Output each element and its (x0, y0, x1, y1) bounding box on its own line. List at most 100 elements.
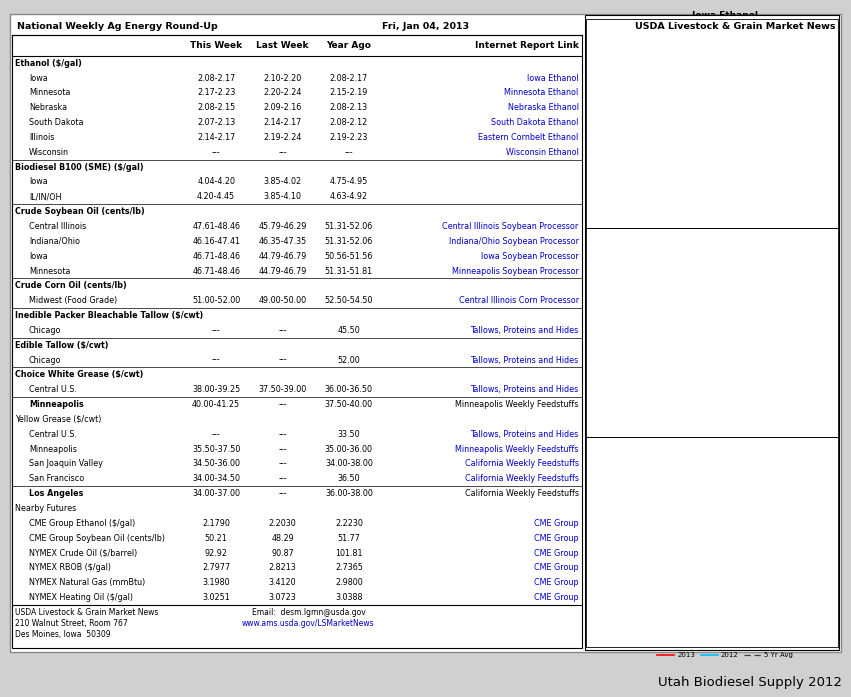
Text: Choice White Grease ($/cwt): Choice White Grease ($/cwt) (15, 370, 144, 379)
Text: 36.00-36.50: 36.00-36.50 (325, 385, 373, 395)
Text: Iowa Soybean Processor: Iowa Soybean Processor (481, 252, 579, 261)
Text: Tallows, Proteins and Hides: Tallows, Proteins and Hides (471, 355, 579, 365)
Text: 44.79-46.79: 44.79-46.79 (259, 252, 306, 261)
Text: Minnesota: Minnesota (29, 266, 71, 275)
Text: Utah Biodiesel Supply 2012: Utah Biodiesel Supply 2012 (659, 675, 842, 689)
Text: 2.19-2.23: 2.19-2.23 (329, 133, 368, 142)
Text: 48.29: 48.29 (271, 534, 294, 543)
Text: ---: --- (278, 489, 287, 498)
Text: Chicago: Chicago (29, 326, 61, 335)
Text: 92.92: 92.92 (204, 549, 228, 558)
Text: 49.00-50.00: 49.00-50.00 (259, 296, 306, 305)
Text: Central Illinois Corn Processor: Central Illinois Corn Processor (459, 296, 579, 305)
Text: 46.16-47.41: 46.16-47.41 (192, 237, 240, 246)
Text: ---: --- (278, 459, 287, 468)
Text: 45.50: 45.50 (338, 326, 360, 335)
Text: Tallows, Proteins and Hides: Tallows, Proteins and Hides (471, 385, 579, 395)
Text: ---: --- (278, 355, 287, 365)
Text: Nebraska Ethanol: Nebraska Ethanol (508, 103, 579, 112)
Text: 3.85-4.02: 3.85-4.02 (264, 178, 301, 186)
Title: Central Illinois Crude Soybean Oil: Central Illinois Crude Soybean Oil (639, 220, 811, 229)
Text: Los Angeles: Los Angeles (29, 489, 83, 498)
Text: Minneapolis: Minneapolis (29, 400, 83, 409)
Text: CME Group: CME Group (534, 549, 579, 558)
Y-axis label: cents/lb: cents/lb (591, 303, 600, 333)
Text: 50.56-51.56: 50.56-51.56 (325, 252, 373, 261)
Text: ---: --- (345, 148, 353, 157)
Text: 2.2230: 2.2230 (335, 519, 363, 528)
Text: CME Group: CME Group (534, 579, 579, 588)
Text: 51.31-51.81: 51.31-51.81 (325, 266, 373, 275)
Text: 4.20-4.45: 4.20-4.45 (197, 192, 235, 201)
Text: Internet Report Link: Internet Report Link (475, 41, 579, 49)
Text: 2.2030: 2.2030 (269, 519, 296, 528)
Text: Email:  desm.lgmn@usda.gov: Email: desm.lgmn@usda.gov (252, 608, 365, 617)
Text: Tallows, Proteins and Hides: Tallows, Proteins and Hides (471, 430, 579, 439)
Text: California Weekly Feedstuffs: California Weekly Feedstuffs (465, 475, 579, 483)
Text: 46.35-47.35: 46.35-47.35 (259, 237, 306, 246)
Text: 2.07-2.13: 2.07-2.13 (197, 118, 235, 127)
Text: CME Group: CME Group (534, 534, 579, 543)
Text: Des Moines, Iowa  50309: Des Moines, Iowa 50309 (15, 630, 111, 639)
Text: National Weekly Ag Energy Round-Up: National Weekly Ag Energy Round-Up (17, 22, 218, 31)
Text: 3.85-4.10: 3.85-4.10 (264, 192, 301, 201)
Text: Ethanol ($/gal): Ethanol ($/gal) (15, 59, 83, 68)
Text: CME Group: CME Group (534, 519, 579, 528)
Text: California Weekly Feedstuffs: California Weekly Feedstuffs (465, 489, 579, 498)
Text: 50.21: 50.21 (205, 534, 227, 543)
Text: 2.10-2.20: 2.10-2.20 (264, 73, 301, 82)
Text: Midwest (Food Grade): Midwest (Food Grade) (29, 296, 117, 305)
Legend: 2013, 2012, 5 Yr Avg: 2013, 2012, 5 Yr Avg (654, 231, 796, 243)
Text: 2.7977: 2.7977 (202, 563, 231, 572)
Text: Minneapolis Soybean Processor: Minneapolis Soybean Processor (452, 266, 579, 275)
Text: Iowa Ethanol: Iowa Ethanol (527, 73, 579, 82)
Text: 3.0251: 3.0251 (203, 593, 230, 602)
Text: Tallows, Proteins and Hides: Tallows, Proteins and Hides (471, 326, 579, 335)
Text: 4.75-4.95: 4.75-4.95 (329, 178, 368, 186)
Text: Iowa: Iowa (29, 252, 48, 261)
Text: ---: --- (212, 355, 220, 365)
Text: Indiana/Ohio: Indiana/Ohio (29, 237, 80, 246)
Text: 33.50: 33.50 (338, 430, 360, 439)
Text: 35.00-36.00: 35.00-36.00 (325, 445, 373, 454)
Title: Central U.S. Choice White Grease: Central U.S. Choice White Grease (640, 430, 810, 439)
Text: Eastern Cornbelt Ethanol: Eastern Cornbelt Ethanol (478, 133, 579, 142)
Text: ---: --- (278, 430, 287, 439)
Text: 47.61-48.46: 47.61-48.46 (192, 222, 240, 231)
Text: CME Group Ethanol ($/gal): CME Group Ethanol ($/gal) (29, 519, 135, 528)
Text: Minnesota: Minnesota (29, 89, 71, 98)
Text: 2.7365: 2.7365 (335, 563, 363, 572)
Text: Fri, Jan 04, 2013: Fri, Jan 04, 2013 (382, 22, 469, 31)
Text: NYMEX RBOB ($/gal): NYMEX RBOB ($/gal) (29, 563, 111, 572)
Text: Wisconsin Ethanol: Wisconsin Ethanol (505, 148, 579, 157)
Text: 37.50-39.00: 37.50-39.00 (259, 385, 306, 395)
Text: Edible Tallow ($/cwt): Edible Tallow ($/cwt) (15, 341, 109, 350)
Text: Central Illinois Soybean Processor: Central Illinois Soybean Processor (443, 222, 579, 231)
Text: 51.77: 51.77 (338, 534, 360, 543)
Text: ---: --- (212, 148, 220, 157)
Text: 2.08-2.13: 2.08-2.13 (330, 103, 368, 112)
Text: 37.50-40.00: 37.50-40.00 (325, 400, 373, 409)
Text: Crude Corn Oil (cents/lb): Crude Corn Oil (cents/lb) (15, 282, 127, 291)
Text: ---: --- (278, 400, 287, 409)
Text: 2.17-2.23: 2.17-2.23 (197, 89, 236, 98)
Text: Minneapolis Weekly Feedstuffs: Minneapolis Weekly Feedstuffs (455, 445, 579, 454)
Text: South Dakota Ethanol: South Dakota Ethanol (491, 118, 579, 127)
Text: Inedible Packer Bleachable Tallow ($/cwt): Inedible Packer Bleachable Tallow ($/cwt… (15, 311, 203, 320)
Text: Wisconsin: Wisconsin (29, 148, 69, 157)
Legend: 2013, 2012, 5 Yr Avg: 2013, 2012, 5 Yr Avg (654, 441, 796, 452)
Text: California Weekly Feedstuffs: California Weekly Feedstuffs (465, 459, 579, 468)
Text: NYMEX Natural Gas (mmBtu): NYMEX Natural Gas (mmBtu) (29, 579, 146, 588)
Text: 51.00-52.00: 51.00-52.00 (192, 296, 240, 305)
Text: San Joaquin Valley: San Joaquin Valley (29, 459, 103, 468)
Text: Nearby Futures: Nearby Futures (15, 504, 77, 513)
Text: San Francisco: San Francisco (29, 475, 84, 483)
Text: 2.08-2.17: 2.08-2.17 (330, 73, 368, 82)
Text: 2.08-2.17: 2.08-2.17 (197, 73, 235, 82)
Text: 4.63-4.92: 4.63-4.92 (330, 192, 368, 201)
Text: Indiana/Ohio Soybean Processor: Indiana/Ohio Soybean Processor (448, 237, 579, 246)
Text: Nebraska: Nebraska (29, 103, 67, 112)
Text: Minneapolis Weekly Feedstuffs: Minneapolis Weekly Feedstuffs (455, 400, 579, 409)
Text: 2.9800: 2.9800 (335, 579, 363, 588)
Text: ---: --- (278, 148, 287, 157)
